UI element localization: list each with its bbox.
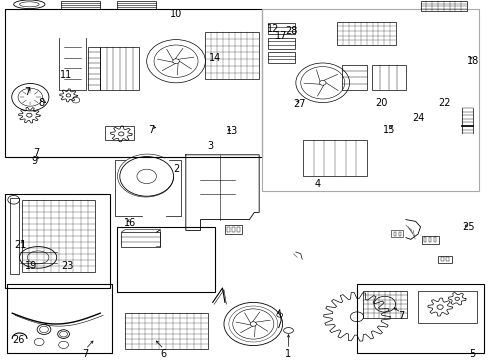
Bar [117,227,215,292]
Bar [121,232,160,247]
Bar [22,200,95,272]
Text: 28: 28 [284,26,297,36]
Bar [437,256,451,263]
Text: 23: 23 [61,261,74,271]
Bar [224,225,242,234]
Bar [227,227,229,232]
Text: 26: 26 [12,335,25,345]
Bar [10,198,19,274]
Bar [390,230,403,237]
Text: 24: 24 [411,113,424,123]
Bar [7,284,112,353]
Text: 8: 8 [39,98,44,108]
Bar [398,232,400,235]
Bar [267,23,294,34]
Text: 21: 21 [14,240,27,250]
Bar [417,291,476,323]
Bar [362,291,406,318]
Bar [433,237,435,242]
Bar [261,9,478,191]
Text: 7: 7 [34,148,40,158]
Text: 7: 7 [82,348,88,359]
Bar [420,1,466,11]
Bar [105,126,134,140]
Text: 16: 16 [123,218,136,228]
Bar [440,257,443,261]
Bar [5,194,110,288]
Bar [423,237,426,242]
Bar [428,237,430,242]
Text: 3: 3 [207,141,213,151]
Text: 12: 12 [266,24,279,34]
Text: 20: 20 [374,98,387,108]
Bar [237,227,239,232]
Bar [303,140,366,176]
Bar [421,236,438,244]
Text: 17: 17 [274,31,287,41]
Bar [88,47,100,90]
Text: 14: 14 [208,53,221,63]
Text: 25: 25 [461,222,474,232]
Bar [100,47,139,90]
Bar [337,22,395,45]
Bar [267,38,294,49]
Text: 7: 7 [148,125,154,135]
Text: 11: 11 [60,69,72,80]
Text: 2: 2 [173,164,179,174]
Bar [371,65,405,90]
Text: 5: 5 [468,348,474,359]
Text: 9: 9 [31,156,37,166]
Text: 4: 4 [314,179,320,189]
Text: 7: 7 [397,311,403,321]
Bar [205,32,259,79]
Text: 7: 7 [24,87,30,97]
Bar [267,52,294,63]
Bar [356,284,483,353]
Text: 27: 27 [292,99,305,109]
Text: 15: 15 [382,125,394,135]
Text: 6: 6 [161,348,166,359]
Text: 10: 10 [169,9,182,19]
Bar [342,65,366,90]
Bar [5,9,261,157]
Text: 19: 19 [24,261,37,271]
Bar [124,313,207,349]
Bar [446,257,448,261]
Bar [393,232,395,235]
Text: 13: 13 [225,126,238,136]
Bar [232,227,234,232]
Bar [117,1,156,9]
Text: 22: 22 [438,98,450,108]
Text: 1: 1 [285,348,291,359]
Bar [61,1,100,9]
Text: 18: 18 [466,56,479,66]
